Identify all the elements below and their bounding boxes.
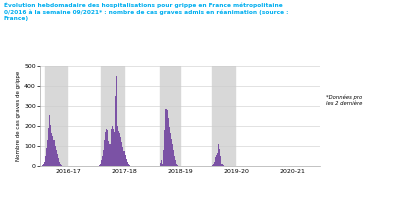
Bar <box>114 132 115 166</box>
Bar <box>115 96 116 166</box>
Bar <box>126 159 127 166</box>
Bar <box>124 155 126 166</box>
Bar <box>217 153 218 166</box>
Bar <box>54 146 56 166</box>
Bar <box>58 158 59 166</box>
Bar <box>107 130 108 166</box>
Bar <box>160 163 161 166</box>
Bar <box>214 162 215 166</box>
Bar <box>174 156 175 166</box>
Bar <box>102 156 103 166</box>
Bar <box>117 126 118 166</box>
Bar <box>166 110 168 166</box>
Bar <box>49 115 50 166</box>
Text: *Données pro
les 2 dernière: *Données pro les 2 dernière <box>326 94 362 106</box>
Text: Évolution hebdomadaire des hospitalisations pour grippe en France métropolitaine: Évolution hebdomadaire des hospitalisati… <box>4 2 288 21</box>
Bar <box>173 150 174 166</box>
Bar <box>212 165 213 166</box>
Bar <box>56 150 57 166</box>
Bar <box>164 130 166 166</box>
Y-axis label: Nombre de cas graves de grippe: Nombre de cas graves de grippe <box>16 71 21 161</box>
Bar <box>112 126 113 166</box>
Bar <box>44 162 45 166</box>
Bar <box>61 165 62 166</box>
Bar <box>172 144 173 166</box>
Bar <box>212 66 235 166</box>
Bar <box>106 129 107 166</box>
Bar <box>43 164 44 166</box>
Bar <box>177 165 178 166</box>
Bar <box>222 165 224 166</box>
Bar <box>110 129 112 166</box>
Bar <box>220 156 222 166</box>
Bar <box>118 131 119 166</box>
Bar <box>213 164 214 166</box>
Bar <box>100 164 101 166</box>
Bar <box>171 139 172 166</box>
Bar <box>127 162 128 166</box>
Bar <box>113 129 114 166</box>
Bar <box>103 150 104 166</box>
Bar <box>162 164 163 166</box>
Bar <box>119 133 120 166</box>
Bar <box>175 160 176 166</box>
Bar <box>163 150 164 166</box>
Bar <box>46 148 47 166</box>
Bar <box>120 137 121 166</box>
Bar <box>45 156 46 166</box>
Bar <box>216 155 217 166</box>
Bar <box>122 147 124 166</box>
Bar <box>105 132 106 166</box>
Bar <box>45 66 67 166</box>
Legend: Cas admis en réanimation, Épidémie: Cas admis en réanimation, Épidémie <box>88 199 216 200</box>
Bar <box>219 149 220 166</box>
Bar <box>104 140 105 166</box>
Bar <box>121 142 122 166</box>
Bar <box>99 165 100 166</box>
Bar <box>170 133 171 166</box>
Bar <box>215 157 216 166</box>
Bar <box>57 154 58 166</box>
Bar <box>42 165 43 166</box>
Bar <box>218 144 219 166</box>
Bar <box>51 133 52 166</box>
Bar <box>50 125 51 166</box>
Bar <box>60 164 61 166</box>
Bar <box>128 164 129 166</box>
Bar <box>169 127 170 166</box>
Bar <box>176 164 177 166</box>
Bar <box>116 76 117 166</box>
Bar <box>161 160 162 166</box>
Bar <box>129 165 130 166</box>
Bar <box>52 136 54 166</box>
Bar <box>59 162 60 166</box>
Bar <box>168 118 169 166</box>
Bar <box>101 160 102 166</box>
Bar <box>160 66 180 166</box>
Bar <box>108 141 110 166</box>
Bar <box>47 140 48 166</box>
Bar <box>48 128 49 166</box>
Bar <box>101 66 124 166</box>
